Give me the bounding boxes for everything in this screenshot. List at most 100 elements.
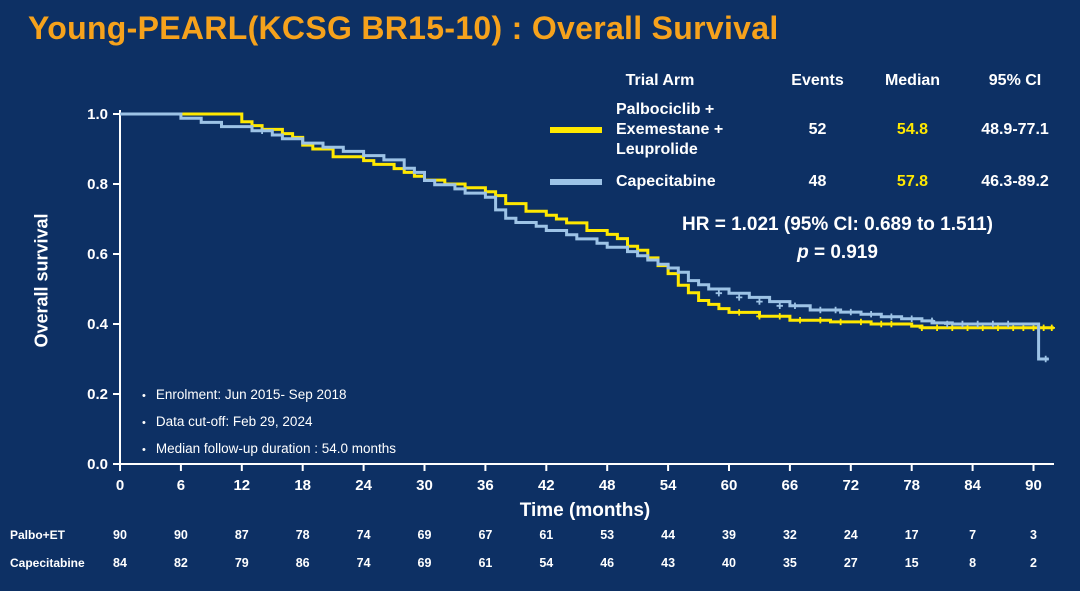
km-plot-svg: 0.0 0.2 0.4 0.6 0.8 1.0 0 6 12 18 24 30 36 42 48 54 60 66… xyxy=(87,106,1055,494)
bullet-icon: • xyxy=(142,417,146,429)
y-axis-title: Overall survival xyxy=(31,213,52,348)
y-tick-label: 0.8 xyxy=(87,176,108,193)
at-risk-value: 61 xyxy=(539,528,554,542)
censor-mark xyxy=(949,324,956,332)
palbo-arm-name: Palbociclib + Exemestane + Leuprolide xyxy=(616,100,723,160)
censor-mark xyxy=(1030,324,1037,332)
censor-mark xyxy=(258,127,266,134)
at-risk-value: 74 xyxy=(356,528,371,542)
censor-mark xyxy=(944,320,951,328)
x-tick-label: 66 xyxy=(782,477,799,494)
legend-header-trial-arm: Trial Arm xyxy=(625,72,695,89)
at-risk-value: 53 xyxy=(600,528,615,542)
capecitabine-arm-cell: Capecitabine xyxy=(550,172,770,192)
at-risk-row-capecitabine: Capecitabine 84 82 79 86 74 69 61 54 46 43 40 35 27 1… xyxy=(0,556,1080,574)
x-tick-label: 78 xyxy=(903,477,920,494)
censor-mark xyxy=(918,324,926,332)
censor-mark xyxy=(959,320,966,328)
at-risk-value: 39 xyxy=(722,528,736,542)
censor-mark xyxy=(832,306,839,314)
legend-row-palbo: Palbociclib + Exemestane + Leuprolide 52… xyxy=(550,100,1070,160)
censor-mark xyxy=(964,324,971,332)
at-risk-value: 35 xyxy=(782,556,797,570)
x-axis-title: Time (months) xyxy=(519,500,651,521)
censor-mark xyxy=(989,320,997,328)
x-tick-label: 0 xyxy=(116,477,124,494)
censor-mark xyxy=(1042,355,1049,363)
capecitabine-events: 48 xyxy=(808,173,827,190)
at-risk-value: 44 xyxy=(661,528,676,542)
at-risk-value: 90 xyxy=(113,528,127,542)
capecitabine-ci: 46.3-89.2 xyxy=(981,173,1049,190)
censor-mark xyxy=(735,294,743,301)
note-text: Data cut-off: Feb 29, 2024 xyxy=(155,414,313,429)
legend-header-events: Events xyxy=(791,72,844,89)
at-risk-value: 8 xyxy=(969,556,977,570)
x-tick-label: 12 xyxy=(233,477,250,494)
censor-mark xyxy=(933,324,941,332)
at-risk-values-capecitabine: 84 82 79 86 74 69 61 54 46 43 40 35 27 15 8 2 xyxy=(0,556,1080,574)
censor-mark xyxy=(756,313,763,320)
note-text: Median follow-up duration : 54.0 months xyxy=(155,441,396,456)
censor-mark xyxy=(888,320,895,328)
legend-row-capecitabine: Capecitabine 48 57.8 46.3-89.2 xyxy=(550,172,1070,192)
at-risk-row-palbo: Palbo+ET 90 90 87 78 74 69 67 61 53 44 39 32 24 17 7 3 xyxy=(0,528,1080,546)
p-symbol: p xyxy=(797,242,809,263)
at-risk-value: 40 xyxy=(722,556,736,570)
censor-mark xyxy=(1048,324,1055,332)
at-risk-value: 67 xyxy=(478,528,493,542)
legend-table: Trial Arm Events Median 95% CI Palbocicl… xyxy=(550,72,1070,204)
legend-header-ci: 95% CI xyxy=(988,72,1042,89)
at-risk-value: 2 xyxy=(1030,556,1037,570)
censor-mark xyxy=(994,324,1002,332)
censor-mark xyxy=(847,308,854,316)
censor-mark xyxy=(928,317,936,325)
at-risk-value: 27 xyxy=(843,556,858,570)
bullet-icon: • xyxy=(142,390,146,402)
censor-mark xyxy=(1020,324,1027,332)
censor-mark xyxy=(857,318,865,326)
at-risk-value: 69 xyxy=(417,556,432,570)
x-tick-label: 72 xyxy=(842,477,859,494)
at-risk-value: 84 xyxy=(113,556,127,570)
p-number: = 0.919 xyxy=(808,242,878,263)
censor-mark xyxy=(735,309,743,316)
censor-mark xyxy=(715,290,723,297)
palbo-line-swatch xyxy=(550,127,602,133)
legend-header-median: Median xyxy=(884,72,941,89)
at-risk-value: 32 xyxy=(782,528,797,542)
p-value-line: p = 0.919 xyxy=(610,242,1065,264)
censor-mark xyxy=(776,313,783,320)
y-tick-label: 0.6 xyxy=(87,246,108,263)
censor-mark xyxy=(888,313,895,320)
at-risk-values-palbo: 90 90 87 78 74 69 67 61 53 44 39 32 24 17 7 3 xyxy=(0,528,1080,546)
x-tick-label: 54 xyxy=(660,477,677,494)
at-risk-value: 86 xyxy=(295,556,310,570)
at-risk-label-palbo: Palbo+ET xyxy=(10,528,66,542)
censor-mark xyxy=(837,318,844,326)
capecitabine-median: 57.8 xyxy=(896,173,929,190)
censor-mark xyxy=(979,324,986,332)
at-risk-value: 3 xyxy=(1030,528,1037,542)
palbo-events: 52 xyxy=(808,121,827,138)
censor-mark xyxy=(1040,324,1047,332)
at-risk-value: 79 xyxy=(234,556,249,570)
palbo-curve xyxy=(120,112,1054,330)
y-tick-label: 0.0 xyxy=(87,456,108,473)
capecitabine-line-swatch xyxy=(550,179,602,185)
at-risk-label-capecitabine: Capecitabine xyxy=(10,556,85,570)
arm-name-line: Capecitabine xyxy=(616,173,716,190)
at-risk-value: 15 xyxy=(904,556,919,570)
x-tick-label: 24 xyxy=(355,477,372,494)
at-risk-value: 69 xyxy=(417,528,432,542)
censor-mark xyxy=(908,315,915,322)
censor-mark xyxy=(974,320,981,328)
censor-mark xyxy=(817,316,824,324)
palbo-arm-cell: Palbociclib + Exemestane + Leuprolide xyxy=(550,100,770,160)
y-tick-label: 0.2 xyxy=(87,386,108,403)
x-tick-label: 6 xyxy=(177,477,185,494)
at-risk-value: 54 xyxy=(539,556,554,570)
note-enrolment: • Enrolment: Jun 2015- Sep 2018 xyxy=(142,382,396,409)
x-tick-label: 42 xyxy=(538,477,555,494)
